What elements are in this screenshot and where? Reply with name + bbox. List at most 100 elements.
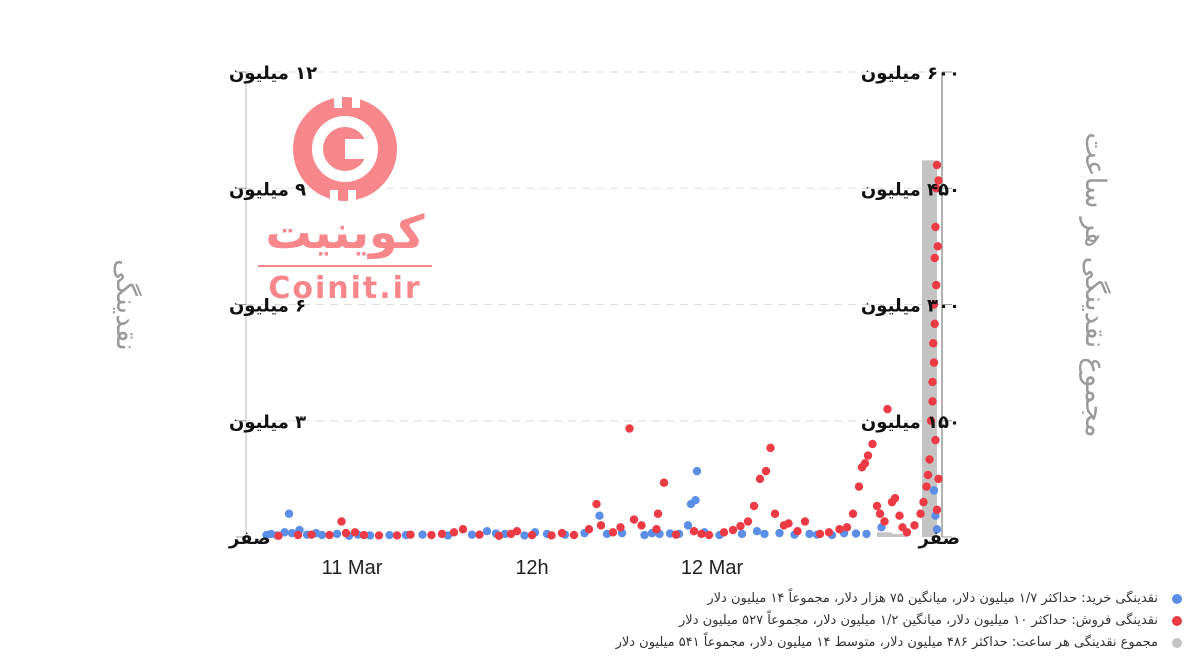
sell-liquidation-point [863,451,873,460]
sell-liquidation-point [800,517,810,526]
sell-liquidation-point [557,528,567,538]
legend-item-sell[interactable]: نقدینگی فروش: حداکثر ۱۰ میلیون دلار، میا… [616,610,1182,632]
sell-liquidation-point [689,526,699,536]
sell-liquidation-point [458,525,468,534]
sell-liquidation-point [653,509,663,518]
sell-liquidation-point [512,526,522,536]
sell-liquidation-point [761,466,771,476]
sell-liquidation-point [824,528,834,537]
sell-liquidation-point [659,478,669,487]
buy-liquidation-point [418,530,427,539]
sell-liquidation-point [910,521,919,530]
sell-liquidation-point [704,530,714,540]
sell-liquidation-point [547,531,556,540]
liquidation-points [262,160,943,541]
buy-liquidation-point [862,529,871,539]
sell-liquidation-point [916,509,925,518]
sell-liquidation-point [842,523,852,532]
sell-liquidation-point [875,509,885,518]
sell-liquidation-point [637,521,646,530]
sell-liquidation-point [325,530,334,540]
sell-liquidation-point [933,242,942,251]
buy-liquidation-point [482,526,492,536]
sell-liquidation-point [475,530,484,539]
sell-liquidation-point [932,184,941,193]
sell-liquidation-point [880,517,889,526]
sell-liquidation-point [926,416,936,425]
sell-liquidation-point [770,509,780,518]
x-tick-label: 12 Mar [681,557,744,579]
legend-text-buy: نقدینگی خرید: حداکثر ۱/۷ میلیون دلار، می… [707,591,1158,606]
sell-liquidation-point [930,253,939,263]
buy-liquidation-point [332,529,342,539]
buy-liquidation-point [686,499,696,509]
right-tick-label: صفر [917,528,960,549]
sell-liquidation-point [929,339,938,348]
sell-liquidation-point [872,501,882,511]
sell-liquidation-point [527,530,537,540]
buy-liquidation-point [640,530,649,540]
buy-liquidation-point [752,526,762,536]
sell-liquidation-point [449,528,459,537]
sell-liquidation-point [925,455,934,464]
buy-liquidation-point [775,528,784,538]
buy-liquidation-point [851,529,861,538]
hourly-total-bar [877,532,892,537]
sell-liquidation-point [868,439,877,449]
sell-liquidation-point [359,530,369,540]
sell-liquidation-point [784,519,793,528]
legend-item-buy[interactable]: نقدینگی خرید: حداکثر ۱/۷ میلیون دلار، می… [616,588,1182,610]
buy-liquidation-point [385,530,394,540]
sell-liquidation-point [625,424,634,433]
left-tick-label: ۹ میلیون [229,179,306,200]
sell-liquidation-point [743,517,753,526]
sell-liquidation-point [919,497,928,507]
sell-liquidation-point [652,525,661,534]
sell-liquidation-point [608,528,618,537]
coin-icon [293,94,397,204]
legend-text-sell: نقدینگی فروش: حداکثر ۱۰ میلیون دلار، میا… [679,613,1158,628]
sell-liquidation-point [584,525,594,534]
left-tick-label: ۳ میلیون [229,412,306,433]
sell-liquidation-point [932,160,942,170]
sell-liquidation-point [406,530,415,539]
left-tick-label: ۱۲ میلیون [229,63,317,84]
buy-liquidation-point [737,529,747,539]
legend-text-hourly-total: مجموع نقدینگی هر ساعت: حداکثر ۴۸۶ میلیون… [615,635,1158,650]
legend-item-hourly-total[interactable]: مجموع نقدینگی هر ساعت: حداکثر ۴۸۶ میلیون… [616,632,1182,654]
buy-liquidation-point [683,521,693,530]
legend-dot-buy [1172,594,1182,604]
sell-liquidation-point [755,474,765,484]
sell-liquidation-point [928,397,937,406]
sell-liquidation-point [596,521,606,530]
x-axis-ticks: 11 Mar 12h 12 Mar [322,557,744,579]
sell-liquidation-point [860,459,870,468]
sell-liquidation-point [766,443,775,453]
sell-liquidation-point [719,528,729,537]
sell-liquidation-point [815,529,825,539]
sell-liquidation-point [835,525,844,534]
buy-liquidation-point [284,509,294,518]
sell-liquidation-point [854,482,864,491]
buy-liquidation-point [932,525,942,534]
legend-dot-hourly-total [1172,638,1182,648]
x-tick-label: 11 Mar [322,557,383,579]
right-axis-ticks: صفر ۱۵۰ میلیون ۳۰۰ میلیون ۴۵۰ میلیون ۶۰۰ میل… [861,63,960,549]
sell-liquidation-point [337,517,346,526]
buy-liquidation-point [692,466,702,476]
sell-liquidation-point [932,505,942,515]
sell-liquidation-point [793,526,802,536]
sell-liquidation-point [307,530,316,539]
sell-liquidation-point [274,531,283,541]
buy-liquidation-point [317,530,327,540]
sell-liquidation-point [883,404,892,414]
sell-liquidation-point [697,529,706,539]
left-tick-label: صفر [228,528,271,549]
watermark-persian-text: کوینیت [265,205,424,259]
sell-liquidation-point [671,530,681,539]
sell-liquidation-point [749,501,759,511]
buy-liquidation-point [467,530,477,539]
sell-liquidation-point [629,515,639,524]
right-tick-label: ۳۰۰ میلیون [861,296,960,317]
legend-dot-sell [1172,616,1182,626]
